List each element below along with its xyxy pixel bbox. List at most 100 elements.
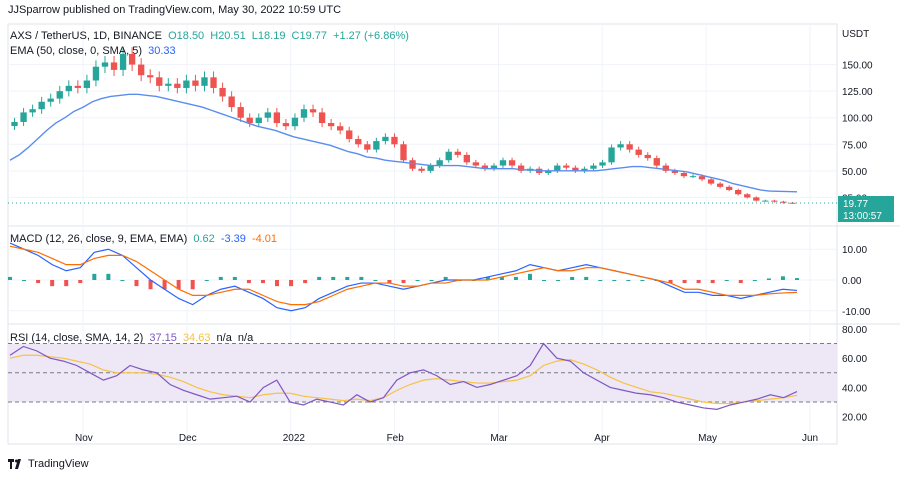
candle-body bbox=[337, 126, 344, 131]
rsi-line bbox=[9, 342, 798, 410]
macd-histogram-bar bbox=[373, 280, 378, 281]
candle-body bbox=[246, 117, 253, 124]
macd-histogram-bar bbox=[232, 276, 237, 280]
signal-value: -4.01 bbox=[251, 233, 278, 245]
candle-body bbox=[291, 117, 299, 127]
macd-histogram-bar bbox=[696, 280, 701, 284]
macd-histogram-bar bbox=[584, 276, 589, 280]
candle-body bbox=[264, 112, 271, 118]
macd-label[interactable]: MACD (12, 26, close, 9, EMA, EMA) bbox=[10, 233, 188, 245]
time-tick-label: Mar bbox=[490, 433, 508, 444]
rsi-value: 37.15 bbox=[149, 332, 177, 344]
candle-body bbox=[635, 149, 642, 155]
rsi-tick-label: 80.00 bbox=[842, 325, 867, 336]
macd-histogram-bar bbox=[8, 276, 12, 280]
time-tick-label: Apr bbox=[594, 433, 610, 444]
candle-body bbox=[382, 136, 389, 142]
macd-histogram-bar bbox=[668, 280, 673, 284]
candle-body bbox=[490, 165, 498, 169]
ema-line bbox=[9, 93, 798, 193]
rsi-tick-label: 40.00 bbox=[842, 383, 867, 394]
candle-body bbox=[273, 112, 281, 124]
macd-histogram-bar bbox=[738, 280, 743, 284]
candle-body bbox=[554, 165, 561, 171]
macd-histogram-bar bbox=[766, 278, 771, 280]
candle-body bbox=[590, 165, 597, 169]
macd-histogram-bar bbox=[542, 280, 547, 281]
macd-histogram-bar bbox=[120, 280, 125, 281]
candle-body bbox=[608, 147, 615, 163]
candle-body bbox=[101, 62, 109, 67]
candle-body bbox=[436, 160, 443, 166]
macd-histogram-bar bbox=[92, 273, 97, 280]
macd-histogram-bar bbox=[22, 280, 27, 281]
candle-body bbox=[508, 160, 516, 166]
grid bbox=[8, 24, 837, 444]
footer-brand-label: TradingView bbox=[28, 458, 89, 470]
macd-histogram-bar bbox=[415, 280, 420, 281]
time-tick-label: May bbox=[698, 433, 717, 444]
candle-body bbox=[671, 170, 679, 173]
countdown-value: 13:00:57 bbox=[843, 211, 882, 222]
candle-body bbox=[680, 172, 688, 177]
macd-histogram-bar bbox=[78, 280, 83, 284]
rsi-label[interactable]: RSI (14, close, SMA, 14, 2) bbox=[10, 332, 144, 344]
macd-histogram-bar bbox=[485, 276, 490, 280]
candle-body bbox=[626, 144, 633, 150]
macd-histogram-bar bbox=[780, 276, 785, 280]
time-tick-label: Jun bbox=[802, 433, 818, 444]
macd-histogram-bar bbox=[289, 280, 294, 287]
macd-histogram-bar bbox=[345, 276, 350, 280]
symbol-label[interactable]: AXS / TetherUS, 1D, BINANCE bbox=[10, 30, 163, 42]
candle-body bbox=[201, 77, 208, 86]
candle-body bbox=[11, 121, 18, 127]
candle-body bbox=[156, 77, 163, 86]
candle-body bbox=[364, 144, 371, 150]
ema-label[interactable]: EMA (50, close, 0, SMA, 5) bbox=[10, 45, 143, 57]
candle-body bbox=[445, 151, 452, 161]
macd-histogram-bar bbox=[598, 280, 603, 281]
candle-body bbox=[391, 136, 398, 145]
rsi-legend: RSI (14, close, SMA, 14, 2) 37.15 34.63 … bbox=[10, 332, 256, 344]
macd-value: -3.39 bbox=[220, 233, 246, 245]
macd-histogram-bar bbox=[527, 273, 532, 280]
macd-histogram-bar bbox=[612, 280, 617, 281]
time-tick-label: Nov bbox=[75, 433, 93, 444]
price-tick-label: 125.00 bbox=[842, 87, 873, 98]
macd-histogram-bar bbox=[303, 280, 308, 284]
candle-body bbox=[174, 83, 181, 88]
candle-body bbox=[219, 87, 226, 97]
candle-body bbox=[20, 112, 27, 122]
macd-histogram-bar bbox=[134, 280, 139, 287]
macd-histogram-bar bbox=[204, 280, 209, 281]
candle-body bbox=[110, 62, 118, 70]
macd-histogram-bar bbox=[275, 280, 280, 287]
macd-histogram-bar bbox=[162, 280, 167, 290]
footer-branding[interactable]: TradingView bbox=[8, 458, 89, 470]
macd-legend: MACD (12, 26, close, 9, EMA, EMA) 0.62 -… bbox=[10, 233, 280, 245]
macd-histogram-bar bbox=[36, 280, 41, 284]
macd-histogram-bar bbox=[513, 276, 518, 280]
macd-line bbox=[9, 242, 798, 312]
ema-legend: EMA (50, close, 0, SMA, 5) 30.33 bbox=[10, 45, 179, 57]
ema-value: 30.33 bbox=[148, 45, 176, 57]
rsi-na-2: n/a bbox=[237, 332, 254, 344]
macd-histogram-bar bbox=[387, 280, 392, 284]
macd-histogram-bar bbox=[556, 280, 561, 281]
candle-body bbox=[481, 165, 489, 169]
candle-body bbox=[472, 162, 480, 166]
candle-body bbox=[373, 141, 380, 150]
published-header: JJSparrow published on TradingView.com, … bbox=[8, 4, 342, 16]
price-tick-label: 50.00 bbox=[842, 167, 867, 178]
candle-body bbox=[29, 109, 36, 113]
candle-body bbox=[418, 168, 425, 171]
candle-body bbox=[327, 123, 335, 127]
macd-histogram-bar bbox=[724, 280, 729, 281]
macd-histogram-bar bbox=[752, 280, 757, 281]
signal-line bbox=[9, 245, 798, 306]
macd-histogram-bar bbox=[429, 280, 434, 281]
candle-body bbox=[92, 66, 100, 81]
candle-body bbox=[255, 117, 262, 124]
price-pane bbox=[8, 47, 837, 204]
macd-histogram-bar bbox=[570, 276, 575, 280]
